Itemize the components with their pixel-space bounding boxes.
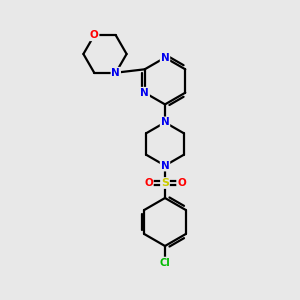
Text: O: O xyxy=(144,178,153,188)
Text: O: O xyxy=(90,30,99,40)
Text: N: N xyxy=(140,88,149,98)
Text: N: N xyxy=(160,117,169,128)
Text: N: N xyxy=(160,160,169,171)
Text: O: O xyxy=(177,178,186,188)
Text: N: N xyxy=(160,52,169,63)
Text: N: N xyxy=(111,68,120,78)
Text: Cl: Cl xyxy=(160,257,170,268)
Text: S: S xyxy=(161,178,169,188)
